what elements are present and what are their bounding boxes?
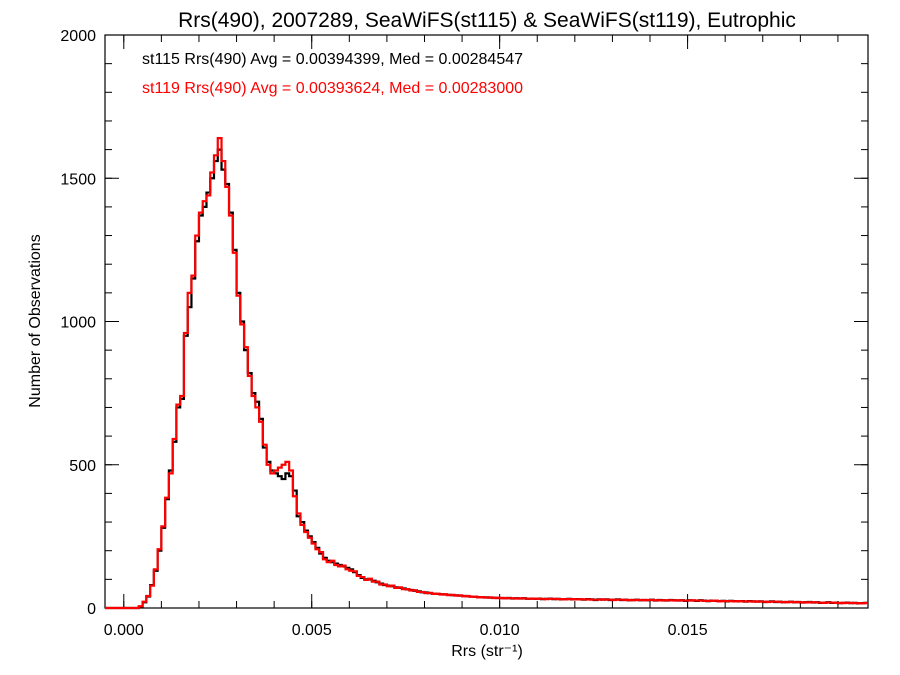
chart-title: Rrs(490), 2007289, SeaWiFS(st115) & SeaW…: [178, 9, 796, 32]
y-tick-label: 500: [69, 458, 96, 475]
x-tick-label: 0.000: [104, 622, 144, 639]
y-tick-label: 0: [87, 601, 96, 618]
plot-frame: [104, 34, 869, 609]
x-axis-label: Rrs (str⁻¹): [451, 643, 523, 660]
x-tick-label: 0.015: [668, 622, 708, 639]
x-tick-label: 0.005: [292, 622, 332, 639]
x-tick-label: 0.010: [480, 622, 520, 639]
legend-entry-st119: st119 Rrs(490) Avg = 0.00393624, Med = 0…: [142, 80, 523, 97]
y-tick-label: 1000: [60, 315, 96, 332]
y-tick-label: 1500: [60, 171, 96, 188]
histogram-series-st115: [105, 148, 868, 610]
histogram-series-st119: [105, 137, 868, 610]
legend-entry-st115: st115 Rrs(490) Avg = 0.00394399, Med = 0…: [142, 51, 523, 68]
y-axis-label: Number of Observations: [27, 234, 44, 407]
y-tick-label: 2000: [60, 28, 96, 45]
